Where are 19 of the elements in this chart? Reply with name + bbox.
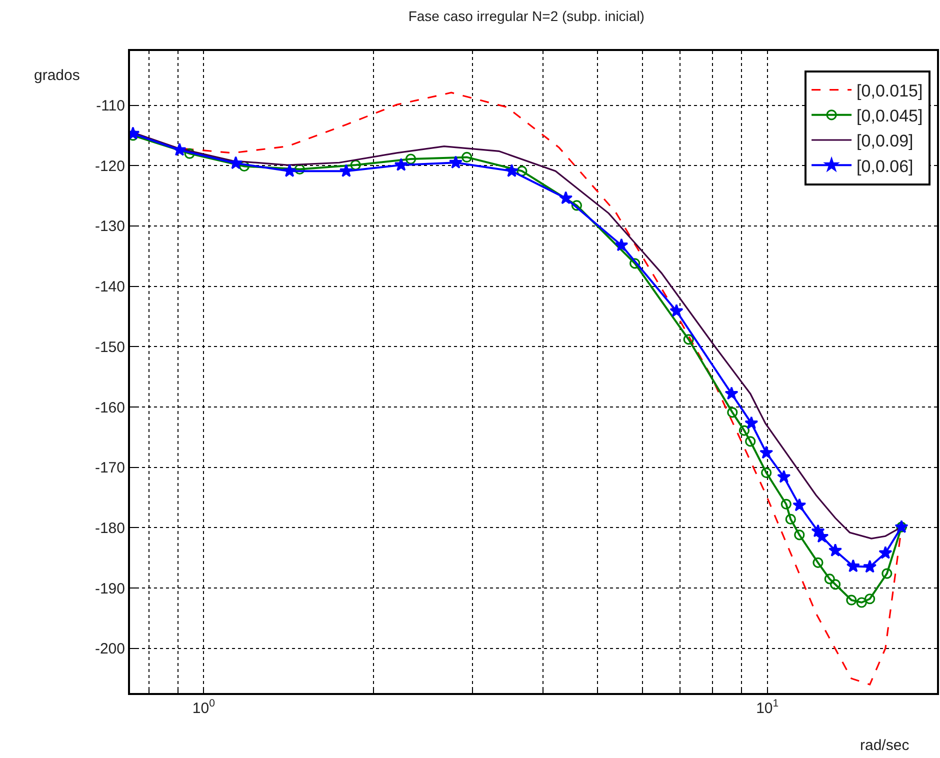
y-tick-label: -200 xyxy=(94,640,125,658)
y-tick-label: -140 xyxy=(94,278,125,296)
legend-label: [0,0.015] xyxy=(856,81,923,100)
y-tick-label: -130 xyxy=(94,218,125,236)
y-tick-label: -160 xyxy=(94,399,125,416)
legend-label: [0,0.06] xyxy=(856,156,914,176)
y-tick-label: -120 xyxy=(94,158,125,175)
x-axis-title: rad/sec xyxy=(860,737,910,754)
legend-label: [0,0.09] xyxy=(856,132,914,151)
y-tick-label: -190 xyxy=(94,580,125,598)
chart-title: Fase caso irregular N=2 (subp. inicial) xyxy=(408,8,644,24)
y-tick-label: -170 xyxy=(94,460,125,477)
y-tick-label: -150 xyxy=(94,338,125,356)
x-tick-label: 10$^{0}$ xyxy=(192,698,216,717)
y-tick-label: -110 xyxy=(96,98,125,115)
x-tick-label: 10$^{1}$ xyxy=(756,698,779,717)
legend-label: [0,0.045] xyxy=(856,106,923,126)
y-axis-title: grados xyxy=(34,67,80,84)
y-tick-label: -180 xyxy=(94,520,125,537)
